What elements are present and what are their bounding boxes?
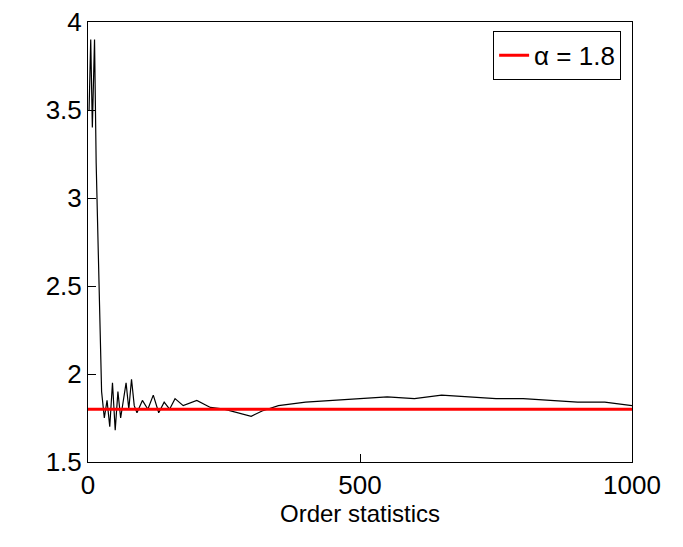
svg-text:1.5: 1.5 (46, 447, 82, 477)
svg-text:3.5: 3.5 (46, 95, 82, 125)
svg-text:2: 2 (67, 359, 81, 389)
svg-text:500: 500 (338, 470, 381, 500)
svg-text:Order statistics: Order statistics (280, 500, 440, 527)
svg-text:3: 3 (67, 183, 81, 213)
svg-text:2.5: 2.5 (46, 271, 82, 301)
svg-text:1000: 1000 (603, 470, 661, 500)
svg-text:4: 4 (67, 7, 81, 37)
svg-text:0: 0 (81, 470, 95, 500)
svg-text:α = 1.8: α = 1.8 (534, 41, 615, 71)
